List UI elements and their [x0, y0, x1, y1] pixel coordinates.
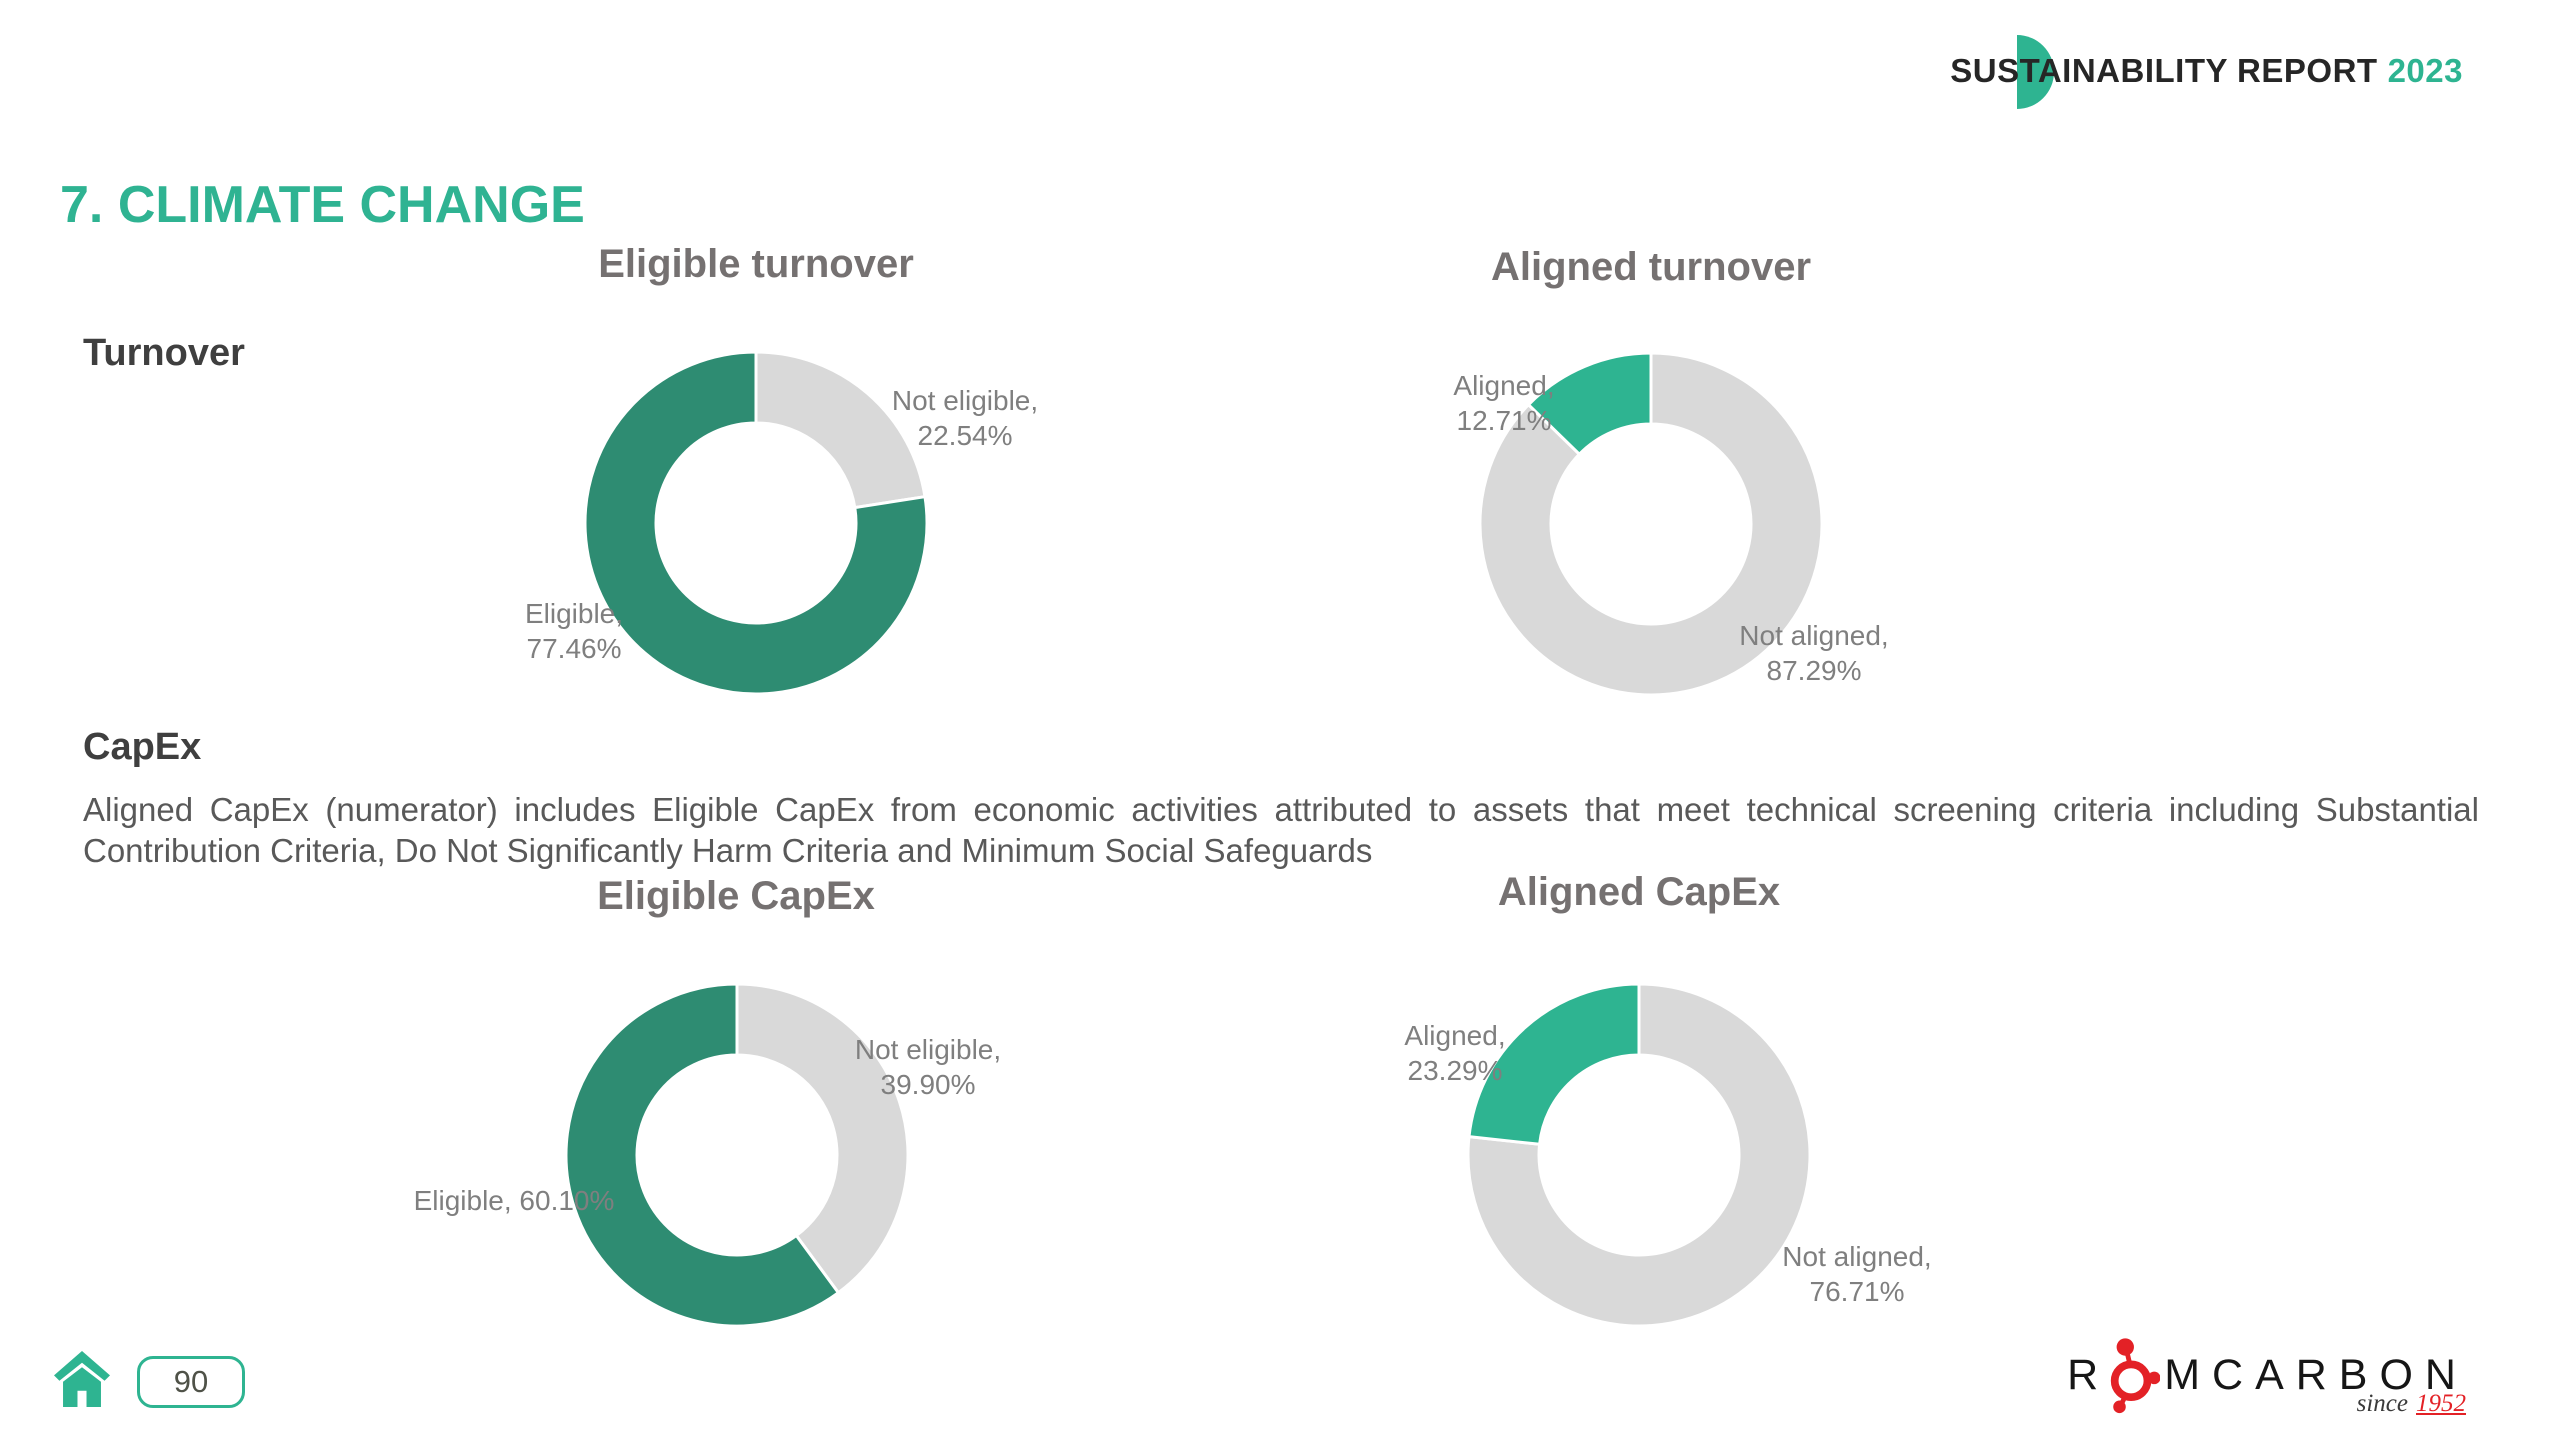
- donut-aligned-capex: [1466, 982, 1812, 1328]
- slice-label-not-eligible: Not eligible, 39.90%: [854, 1034, 1002, 1100]
- logo-letters-mcarbon: MCARBON: [2164, 1350, 2468, 1399]
- slice-label-aligned: Aligned, 23.29%: [1404, 1020, 1506, 1086]
- chart-title: Aligned turnover: [1490, 245, 1812, 289]
- report-year: 2023: [2387, 52, 2463, 89]
- logo-letter-r: R: [2067, 1350, 2111, 1399]
- donut-eligible-turnover: [583, 350, 929, 696]
- chart-title: Eligible turnover: [598, 242, 914, 286]
- home-icon: [54, 1351, 110, 1407]
- donut-aligned-turnover: [1478, 351, 1824, 697]
- capex-description: Aligned CapEx (numerator) includes Eligi…: [83, 791, 2479, 869]
- logo-since: since 1952: [2357, 1390, 2466, 1418]
- chart-title: Aligned CapEx: [1497, 870, 1781, 914]
- slice-label-eligible: Eligible, 60.10%: [413, 1185, 615, 1216]
- page-number-badge: 90: [137, 1356, 245, 1408]
- page-number: 90: [173, 1364, 209, 1399]
- slice-label-not-aligned: Not aligned, 87.29%: [1739, 620, 1889, 686]
- donut-eligible-capex: [564, 982, 910, 1328]
- home-button[interactable]: [54, 1349, 110, 1409]
- slice-label-not-aligned: Not aligned, 76.71%: [1782, 1241, 1932, 1307]
- slice-label-eligible: Eligible, 77.46%: [524, 598, 624, 664]
- since-word: since: [2356, 1390, 2408, 1417]
- section-label-capex: CapEx: [83, 725, 202, 768]
- since-year: 1952: [2416, 1390, 2466, 1417]
- report-header: SUSTAINABILITY REPORT 2023: [1950, 52, 2463, 90]
- chart-title: Eligible CapEx: [597, 874, 875, 918]
- report-title: SUSTAINABILITY REPORT: [1950, 52, 2378, 89]
- slice-label-aligned: Aligned, 12.71%: [1453, 370, 1555, 436]
- romcarbon-logo: R MCARBON: [2067, 1334, 2468, 1416]
- slice-label-not-eligible: Not eligible, 22.54%: [891, 385, 1039, 451]
- page-title: 7. CLIMATE CHANGE: [60, 175, 585, 234]
- molecule-o-icon: [2111, 1338, 2161, 1414]
- section-label-turnover: Turnover: [83, 331, 245, 374]
